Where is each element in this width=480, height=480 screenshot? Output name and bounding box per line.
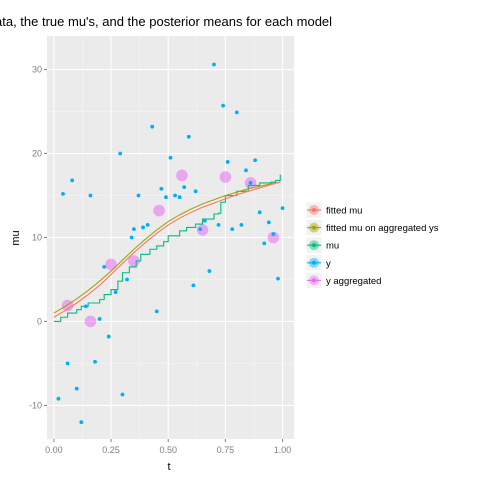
y-tick-label: 30 <box>32 65 42 75</box>
y-point <box>276 276 280 281</box>
y-point <box>102 264 107 269</box>
y-point <box>83 304 88 309</box>
series-layer <box>53 62 285 425</box>
y-point <box>244 168 248 173</box>
y-point <box>225 160 230 164</box>
y-point <box>207 269 212 273</box>
y-aggregated-point <box>176 169 188 182</box>
y-tick-label: 10 <box>32 233 42 243</box>
y-point <box>88 193 93 198</box>
x-tick-label: 0.00 <box>45 445 63 455</box>
y-point <box>182 185 187 190</box>
y-point <box>154 309 159 314</box>
legend-key-dot-y <box>312 260 316 265</box>
y-point <box>230 227 235 232</box>
y-point <box>141 225 145 230</box>
y-point <box>74 386 79 391</box>
legend-label-fitted-mu: fitted mu <box>326 206 362 217</box>
y-aggregated-point <box>84 315 97 328</box>
y-point <box>186 134 191 139</box>
y-point <box>177 195 182 200</box>
y-point <box>70 178 75 183</box>
legend-label-mu: mu <box>326 241 339 252</box>
x-axis-title: t <box>167 461 170 473</box>
y-point <box>173 193 177 198</box>
y-point <box>280 206 285 211</box>
y-point <box>262 241 267 246</box>
y-tick-label: 20 <box>32 149 42 159</box>
y-aggregated-point <box>267 231 280 244</box>
y-point <box>248 181 253 185</box>
fitted-mu-on-aggregated-ys-line <box>53 181 281 314</box>
y-point <box>221 103 226 108</box>
y-point <box>239 223 244 227</box>
y-point <box>193 189 198 194</box>
y-point <box>216 223 221 227</box>
y-point <box>125 277 129 282</box>
y-aggregated-point <box>153 204 165 217</box>
y-point <box>132 227 136 232</box>
y-point <box>191 283 196 288</box>
y-point <box>93 359 97 364</box>
x-tick-label: 0.25 <box>102 445 120 455</box>
x-tick-label: 0.50 <box>159 445 177 455</box>
y-aggregated-point <box>105 258 117 271</box>
y-point <box>129 235 134 240</box>
legend-label-fitted-mu-on-aggregated-ys: fitted mu on aggregated ys <box>326 223 439 234</box>
y-point <box>202 218 207 223</box>
x-tick-label: 0.75 <box>217 445 235 455</box>
y-point <box>159 186 164 191</box>
y-point <box>136 193 141 198</box>
y-point <box>56 396 61 401</box>
y-point <box>106 334 111 339</box>
legend-label-y-aggregated: y aggregated <box>326 276 381 287</box>
fitted-mu-line <box>53 181 281 318</box>
chart-title: ata, the true mu's, and the posterior me… <box>0 14 332 29</box>
y-tick-label: -10 <box>29 400 42 410</box>
y-aggregated-point <box>128 255 140 267</box>
legend-label-y: y <box>326 258 331 269</box>
legend-key-dot-fitted-mu-on-aggregated-ys <box>312 225 316 230</box>
y-tick-label: 0 <box>37 316 42 326</box>
y-point <box>79 420 84 425</box>
y-point <box>266 220 271 225</box>
y-point <box>150 124 155 129</box>
legend: fitted mu fitted mu on aggregated ys mu y y … <box>305 201 439 289</box>
y-point <box>234 110 239 115</box>
y-point <box>257 210 262 215</box>
axes: 0.00 0.25 0.50 0.75 1.00 -10 0 10 20 30 <box>29 65 291 455</box>
y-point <box>164 195 168 200</box>
y-aggregated-point <box>219 171 232 183</box>
y-point <box>253 158 258 163</box>
y-point <box>271 232 276 237</box>
y-point <box>120 392 125 397</box>
legend-key-dot-fitted-mu <box>312 208 316 212</box>
legend-key-dot-y-aggregated <box>312 278 316 283</box>
y-point <box>61 191 65 196</box>
y-aggregated-point <box>196 224 209 236</box>
y-point <box>198 227 203 232</box>
legend-key-dot-mu <box>312 243 316 248</box>
y-point <box>113 290 118 294</box>
x-tick-label: 1.00 <box>274 445 292 455</box>
y-point <box>65 361 70 366</box>
y-point <box>118 151 123 156</box>
y-point <box>97 317 102 321</box>
y-point <box>168 155 173 160</box>
y-point <box>212 62 216 67</box>
y-axis-title: mu <box>10 230 22 245</box>
y-point <box>145 223 150 227</box>
